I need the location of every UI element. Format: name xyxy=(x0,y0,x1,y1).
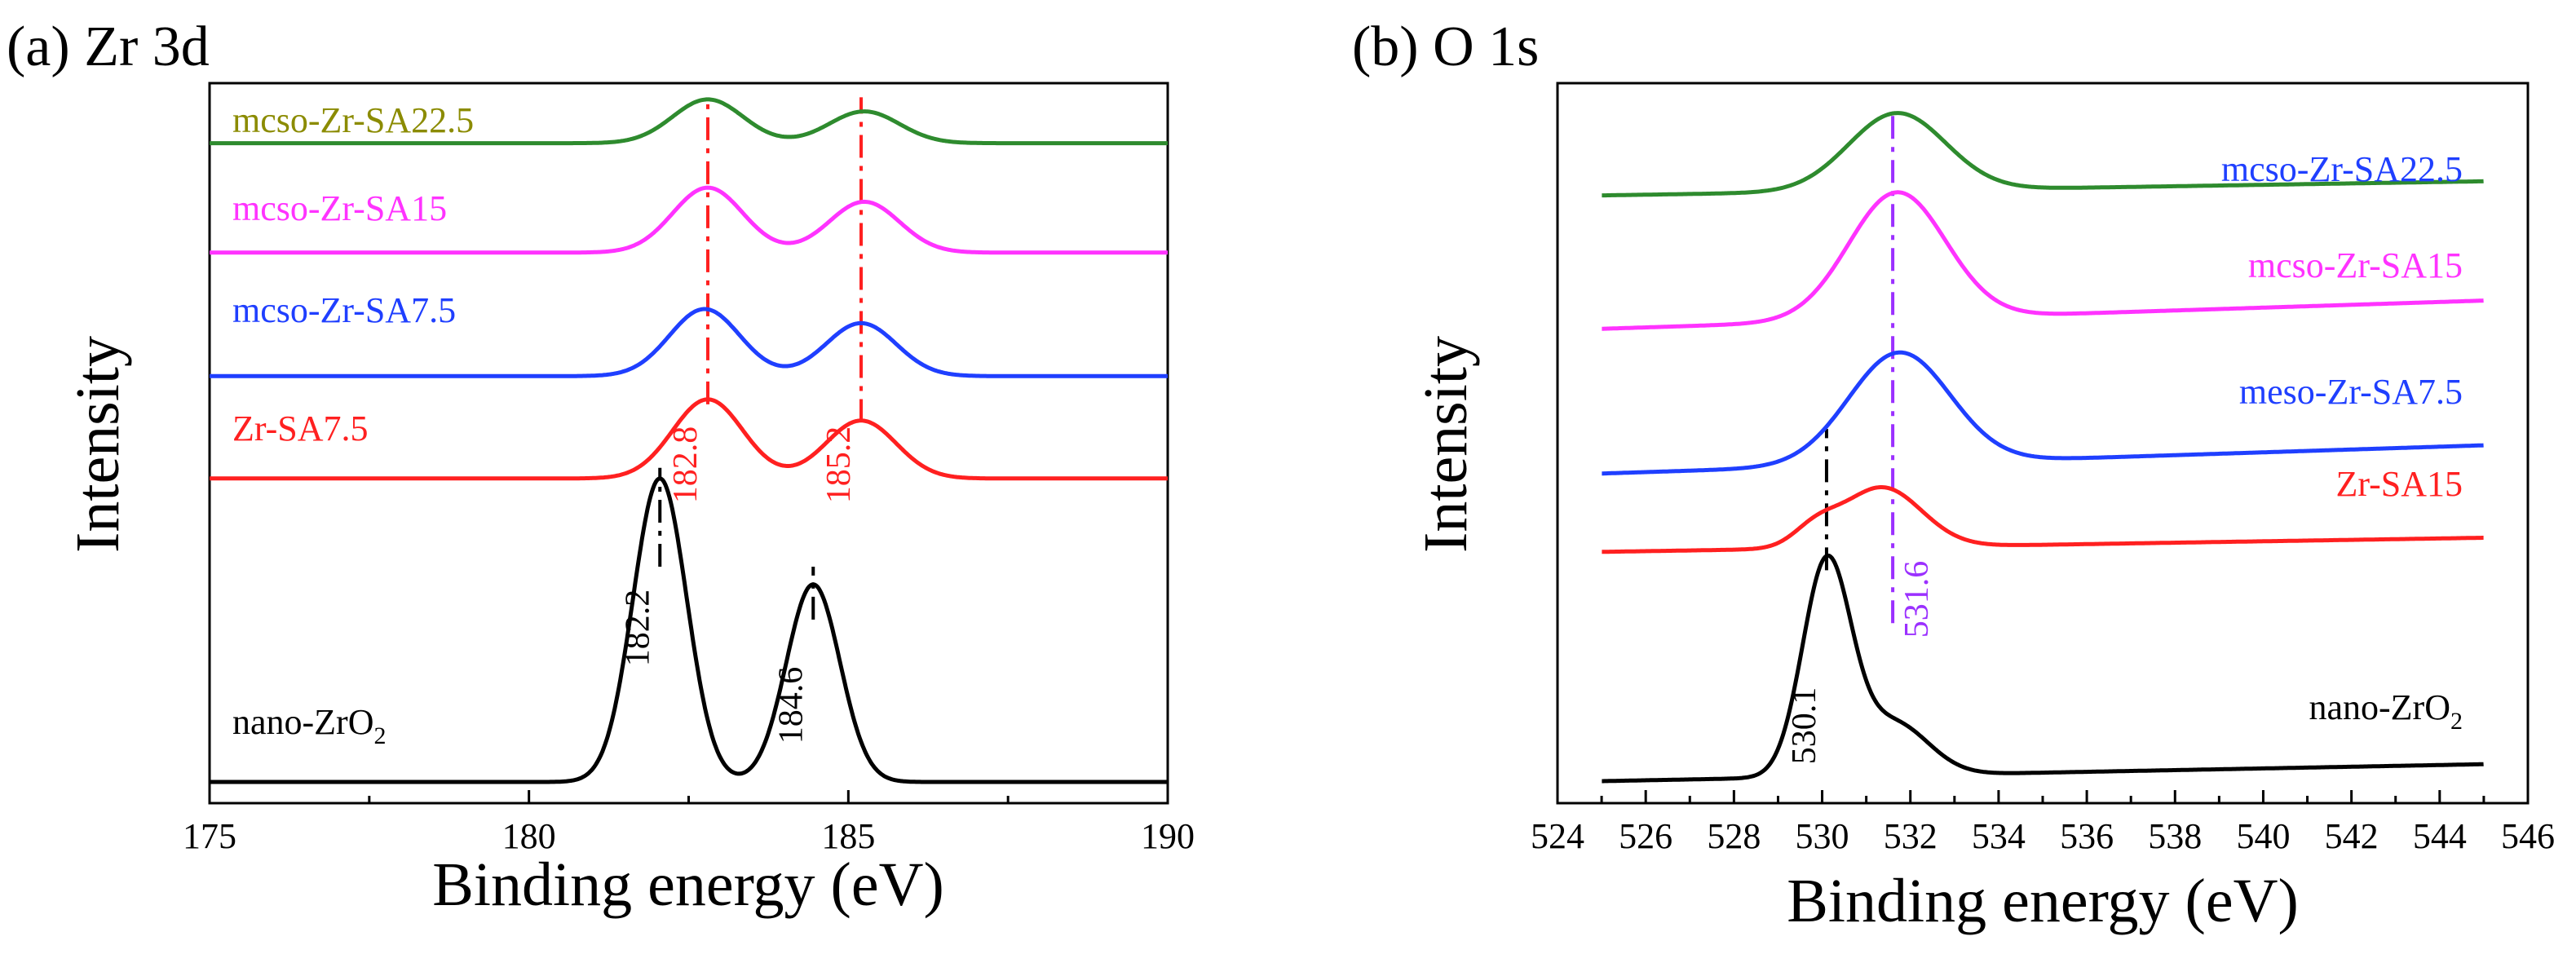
spectrum-line-4 xyxy=(1601,553,2485,784)
x-tick-label: 544 xyxy=(2413,816,2467,856)
panel-a-x-axis-label: Binding energy (eV) xyxy=(432,850,944,919)
x-tick-label: 180 xyxy=(502,816,556,856)
panel-zr-3d: (a) Zr 3d Binding energy (eV) Intensity … xyxy=(7,15,1195,919)
spectrum-line-1 xyxy=(1601,190,2485,331)
panel-b-title: (b) O 1s xyxy=(1352,15,1539,78)
spectrum-line-1 xyxy=(209,185,1169,255)
series-label-zr-sa7-5: Zr-SA7.5 xyxy=(232,409,369,448)
spectrum-line-3 xyxy=(1601,485,2485,554)
series-label-nano-zro2: nano-ZrO2 xyxy=(232,702,387,749)
panel-o-1s: (b) O 1s Binding energy (eV) Intensity 5… xyxy=(1352,15,2555,935)
x-tick-label: 540 xyxy=(2236,816,2290,856)
x-tick-label: 546 xyxy=(2501,816,2555,856)
panel-a-title: (a) Zr 3d xyxy=(7,15,210,78)
x-tick-label: 532 xyxy=(1884,816,1938,856)
series-label-meso-zr-sa7-5: meso-Zr-SA7.5 xyxy=(2239,372,2463,412)
panel-b-x-axis-label: Binding energy (eV) xyxy=(1787,867,2299,935)
series-label-mcso-zr-sa15: mcso-Zr-SA15 xyxy=(2248,245,2463,285)
peak-marker-label: 185.2 xyxy=(820,426,858,504)
panel-b-spectra xyxy=(1601,111,2485,784)
spectrum-line-4 xyxy=(209,476,1169,784)
panel-a-x-ticks: 175 180 185 190 xyxy=(183,790,1195,856)
x-tick-label: 526 xyxy=(1619,816,1672,856)
x-tick-label: 542 xyxy=(2325,816,2379,856)
series-label-mcso-zr-sa22-5: mcso-Zr-SA22.5 xyxy=(232,100,474,140)
x-tick-label: 536 xyxy=(2060,816,2114,856)
x-tick-label: 524 xyxy=(1531,816,1584,856)
panel-a-legend-labels: mcso-Zr-SA22.5 mcso-Zr-SA15 mcso-Zr-SA7.… xyxy=(232,100,474,749)
spectrum-line-3 xyxy=(209,397,1169,481)
spectrum-line-0 xyxy=(209,97,1169,146)
x-tick-label: 538 xyxy=(2148,816,2202,856)
series-label-nano-zro2: nano-ZrO2 xyxy=(2309,687,2463,735)
peak-marker-label: 531.6 xyxy=(1898,561,1936,638)
panel-a-spectra xyxy=(209,97,1169,784)
peak-marker-label: 182.8 xyxy=(667,426,705,504)
spectrum-line-2 xyxy=(209,307,1169,378)
series-label-zr-sa15: Zr-SA15 xyxy=(2335,464,2463,504)
series-label-mcso-zr-sa7-5: mcso-Zr-SA7.5 xyxy=(232,290,456,330)
x-tick-label: 530 xyxy=(1796,816,1849,856)
peak-marker-label: 184.6 xyxy=(772,667,810,744)
panel-b-y-axis-label: Intensity xyxy=(1412,336,1480,553)
x-tick-label: 190 xyxy=(1141,816,1195,856)
spectrum-line-0 xyxy=(1601,111,2485,198)
panel-a-y-axis-label: Intensity xyxy=(64,336,132,553)
x-tick-label: 185 xyxy=(821,816,875,856)
panel-b-x-ticks: 524 526 528 530 532 534 536 538 540 542 544 546 xyxy=(1531,790,2555,856)
x-tick-label: 175 xyxy=(183,816,236,856)
x-tick-label: 528 xyxy=(1707,816,1761,856)
x-tick-label: 534 xyxy=(1972,816,2026,856)
spectrum-line-2 xyxy=(1601,350,2485,476)
panel-b-legend-labels: mcso-Zr-SA22.5 mcso-Zr-SA15 meso-Zr-SA7.… xyxy=(2221,149,2463,735)
series-label-mcso-zr-sa15: mcso-Zr-SA15 xyxy=(232,188,447,228)
series-label-mcso-zr-sa22-5: mcso-Zr-SA22.5 xyxy=(2221,149,2463,189)
